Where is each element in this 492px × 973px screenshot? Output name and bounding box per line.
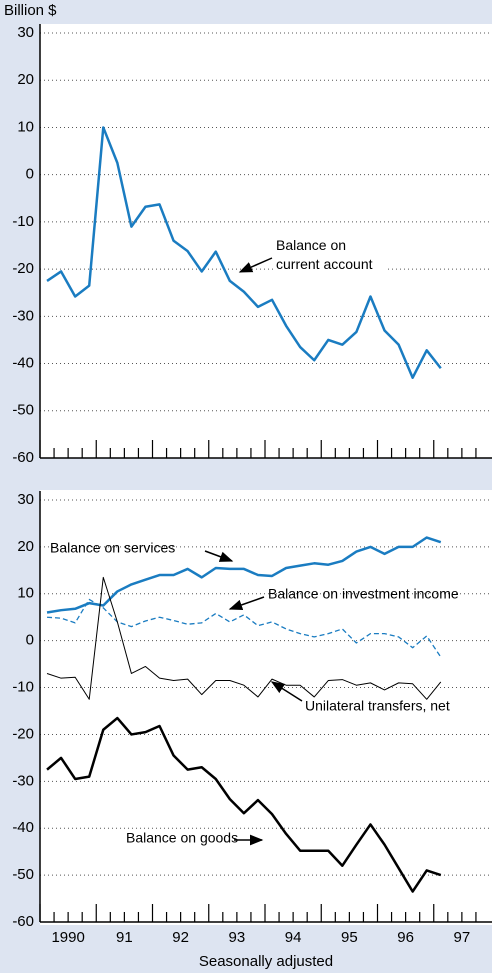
y-tick-label: -60 <box>12 449 34 466</box>
y-tick-label: 0 <box>26 632 34 649</box>
y-tick-label: 30 <box>17 24 34 41</box>
y-tick-label: -50 <box>12 402 34 419</box>
y-axis-label: Billion $ <box>4 2 57 19</box>
y-tick-label: 20 <box>17 71 34 88</box>
series-line <box>46 598 442 658</box>
annotation-arrow <box>228 596 265 611</box>
annotation-arrow <box>270 681 303 702</box>
y-tick-label: 0 <box>26 166 34 183</box>
y-tick-label: -30 <box>12 307 34 324</box>
y-tick-label: -50 <box>12 866 34 883</box>
y-tick-label: 10 <box>17 585 34 602</box>
series-line <box>46 126 442 379</box>
x-tick-label: 1990 <box>51 929 84 946</box>
y-tick-label: -60 <box>12 913 34 930</box>
x-axis-label: Seasonally adjusted <box>199 953 333 970</box>
x-tick-label: 97 <box>454 929 471 946</box>
annotation-arrow <box>204 550 234 562</box>
y-tick-label: -30 <box>12 772 34 789</box>
series-line <box>46 576 442 700</box>
series-annotation: Balance on investment income <box>268 586 459 602</box>
x-tick-label: 92 <box>172 929 189 946</box>
y-tick-label: 20 <box>17 538 34 555</box>
series-annotation: Balance on current account <box>276 236 388 274</box>
series-line <box>46 536 442 614</box>
y-tick-label: -10 <box>12 679 34 696</box>
y-tick-label: -10 <box>12 213 34 230</box>
x-tick-label: 93 <box>229 929 246 946</box>
x-tick-label: 96 <box>397 929 414 946</box>
series-annotation: Balance on services <box>50 540 175 556</box>
x-tick-label: 94 <box>285 929 302 946</box>
annotation-arrow <box>238 257 273 273</box>
y-tick-label: -40 <box>12 355 34 372</box>
series-annotation: Unilateral transfers, net <box>305 698 450 714</box>
series-line <box>46 716 442 893</box>
y-tick-label: 30 <box>17 491 34 508</box>
plot-area <box>40 24 492 458</box>
series-annotation: Balance on goods <box>126 830 238 846</box>
y-tick-label: 10 <box>17 118 34 135</box>
x-tick-label: 95 <box>341 929 358 946</box>
annotation-box: Balance on current account <box>276 236 388 274</box>
y-tick-label: -20 <box>12 260 34 277</box>
y-tick-label: -20 <box>12 725 34 742</box>
x-tick-label: 91 <box>116 929 133 946</box>
y-tick-label: -40 <box>12 819 34 836</box>
plot-area <box>40 490 492 925</box>
